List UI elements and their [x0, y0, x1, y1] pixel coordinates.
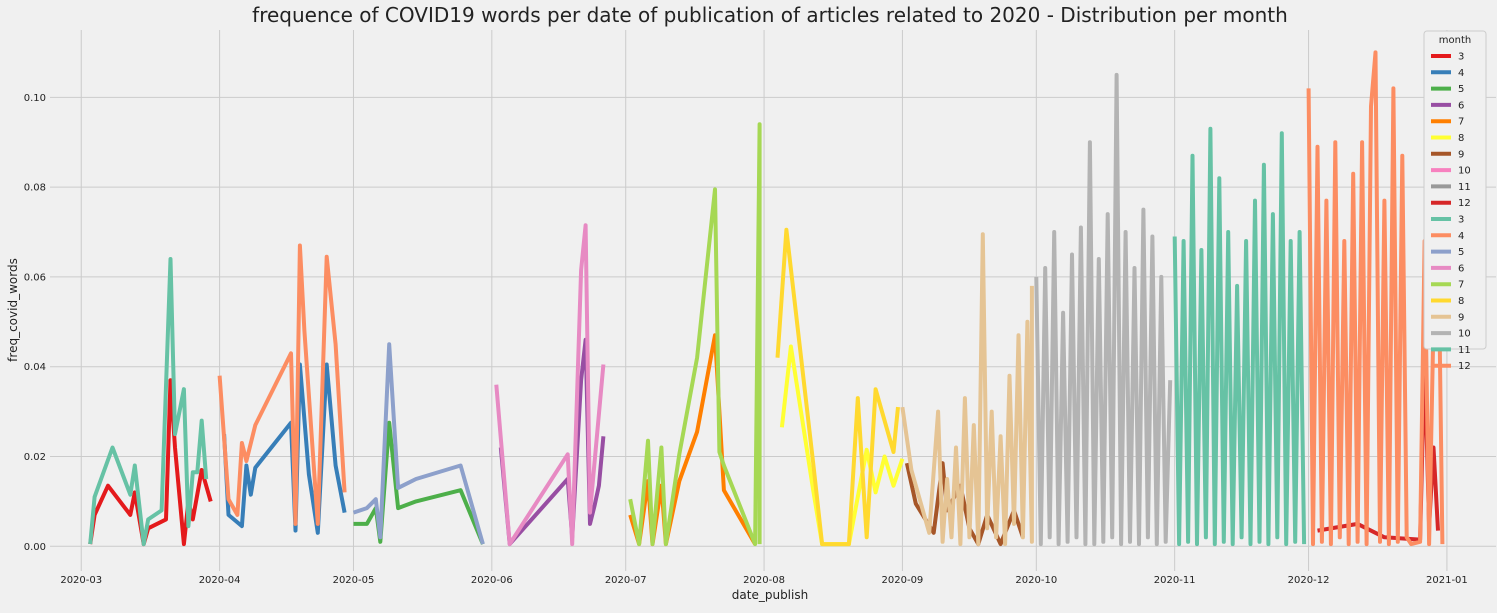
legend-label: 4: [1458, 68, 1464, 79]
legend-label: 8: [1458, 133, 1464, 144]
x-tick-label: 2020-12: [1288, 575, 1330, 586]
x-tick-label: 2020-11: [1154, 575, 1196, 586]
series-line-2: [353, 420, 485, 545]
legend-label: 7: [1458, 117, 1464, 128]
x-tick-label: 2020-03: [60, 575, 102, 586]
x-tick-label: 2020-04: [199, 575, 241, 586]
legend-label: 9: [1458, 149, 1464, 160]
legend-label: 9: [1458, 312, 1464, 323]
y-tick-label: 0.00: [24, 542, 46, 553]
legend-label: 5: [1458, 84, 1464, 95]
series-line-13: [494, 223, 606, 547]
legend-label: 12: [1458, 198, 1471, 209]
legend-title: month: [1439, 35, 1471, 46]
series-line-14: [628, 122, 762, 547]
series-line-15: [775, 227, 900, 547]
x-tick-label: 2020-10: [1015, 575, 1057, 586]
series-line-12: [352, 342, 485, 545]
legend-items: 3 4 5 6 7 8 9 10 11 12 3 4 5 6 7 8 9 10 11 12: [1431, 52, 1471, 372]
legend-label: 11: [1458, 182, 1471, 193]
legend-label: 3: [1458, 215, 1464, 226]
legend-label: 4: [1458, 231, 1464, 242]
legend-label: 8: [1458, 296, 1464, 307]
y-tick-label: 0.10: [24, 93, 46, 104]
series-line-10: [88, 257, 209, 547]
legend-label: 3: [1458, 52, 1464, 63]
y-tick-label: 0.06: [24, 272, 46, 283]
x-tick-label: 2020-08: [743, 575, 785, 586]
x-tick-label: 2021-01: [1426, 575, 1468, 586]
x-axis-label: date_publish: [732, 588, 808, 602]
series-line-18: [1172, 126, 1307, 547]
series-line-11: [217, 243, 347, 526]
x-tick-label: 2020-07: [605, 575, 647, 586]
chart-title: frequence of COVID19 words per date of p…: [252, 3, 1288, 27]
y-tick-label: 0.02: [24, 452, 46, 463]
y-tick-label: 0.04: [24, 362, 46, 373]
legend-label: 5: [1458, 247, 1464, 258]
series-line-3: [498, 337, 606, 547]
legend: month 3 4 5 6 7 8 9 10 11 12 3 4 5 6 7 8 9 10 11 12: [1423, 30, 1487, 372]
x-tick-label: 2020-06: [471, 575, 513, 586]
y-tick-label: 0.08: [24, 183, 46, 194]
series-line-16: [900, 232, 1034, 547]
legend-label: 10: [1458, 166, 1471, 177]
y-axis-label: freq_covid_words: [6, 258, 20, 362]
legend-label: 11: [1458, 345, 1471, 356]
legend-label: 6: [1458, 100, 1464, 111]
legend-label: 12: [1458, 361, 1471, 372]
x-tick-label: 2020-09: [882, 575, 924, 586]
series-line-17: [1034, 72, 1173, 547]
legend-label: 6: [1458, 263, 1464, 274]
series-lines: [88, 50, 1445, 547]
series-line-19: [1306, 50, 1445, 547]
tick-labels: 2020-03 2020-04 2020-05 2020-06 2020-07 2020-…: [24, 93, 1468, 586]
legend-label: 7: [1458, 280, 1464, 291]
x-tick-label: 2020-05: [333, 575, 375, 586]
legend-label: 10: [1458, 329, 1471, 340]
